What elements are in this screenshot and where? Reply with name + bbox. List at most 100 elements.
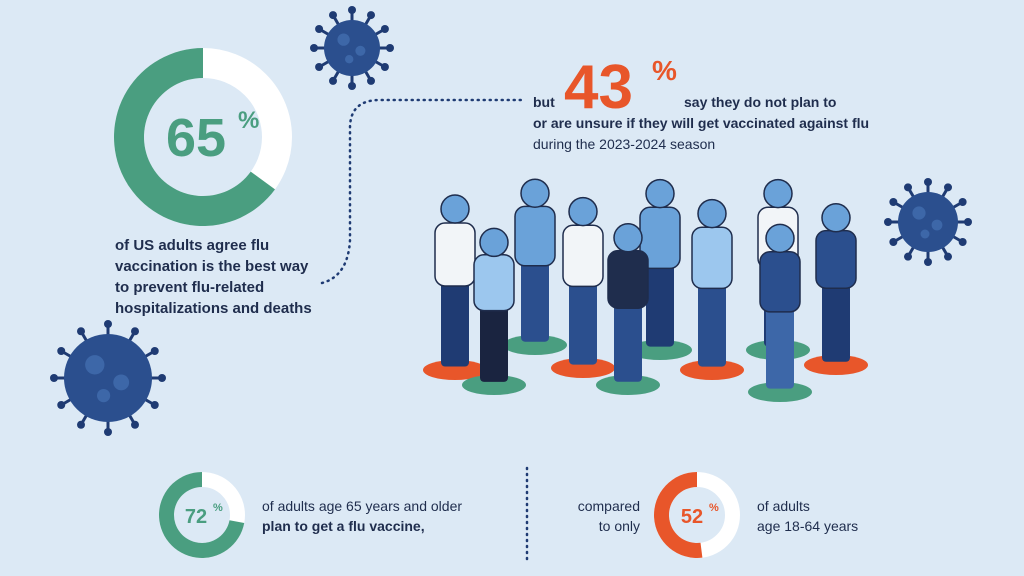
virus-knob: [329, 11, 337, 20]
person-head: [645, 178, 675, 209]
person-head: [613, 223, 643, 253]
virus-knob: [348, 6, 356, 14]
virus-knob: [367, 76, 375, 85]
person-legs: [521, 254, 549, 342]
person-shadow: [748, 382, 812, 402]
virus-spot: [912, 206, 926, 220]
main-value: 65: [166, 108, 226, 168]
donut: [654, 472, 740, 558]
person-torso: [514, 205, 556, 267]
person-torso: [562, 224, 604, 288]
virus-knob: [958, 238, 967, 246]
person-shadow: [596, 375, 660, 395]
comparison-line: compared: [578, 498, 640, 514]
person-shadow: [462, 375, 526, 395]
person-torso: [473, 254, 515, 312]
virus-knob: [329, 76, 337, 85]
virus-spot: [97, 389, 111, 403]
person-head: [765, 223, 795, 254]
highlight-line: during the 2023-2024 season: [533, 136, 715, 152]
virus-knob: [310, 44, 318, 52]
donut-arc: [113, 48, 276, 227]
virus-icons: [50, 6, 972, 436]
caption-line: to prevent flu-related: [115, 279, 264, 296]
person-head: [479, 227, 509, 258]
virus-knob: [131, 327, 139, 336]
highlight-line: or are unsure if they will get vaccinate…: [533, 115, 869, 131]
older-value: 72: [185, 506, 207, 528]
younger-line: of adults: [757, 498, 810, 514]
virus-spot: [113, 374, 130, 391]
person-torso: [691, 226, 733, 290]
person-torso: [434, 222, 476, 287]
person-legs: [441, 273, 469, 367]
virus-knob: [944, 183, 952, 192]
person-head: [697, 198, 727, 229]
younger-line: age 18-64 years: [757, 518, 858, 534]
person-torso: [815, 229, 857, 289]
virus-knob: [944, 252, 952, 261]
person-head: [821, 203, 851, 233]
virus-body: [324, 20, 380, 76]
person-legs: [646, 256, 674, 347]
virus-knob: [884, 218, 892, 226]
virus-knob: [150, 401, 159, 409]
main-unit: %: [238, 107, 259, 134]
caption-line: hospitalizations and deaths: [115, 300, 312, 317]
person-shadow: [551, 358, 615, 378]
virus-knob: [158, 374, 166, 382]
virus-knob: [924, 258, 932, 266]
older-line: of adults age 65 years and older: [262, 498, 462, 514]
person-shadow: [423, 360, 487, 380]
person-torso: [607, 249, 649, 309]
virus-body: [898, 192, 958, 252]
younger-unit: %: [709, 502, 719, 514]
person-legs: [614, 297, 642, 382]
person-shadow: [680, 360, 744, 380]
person-torso: [759, 250, 801, 313]
virus-knob: [315, 63, 324, 71]
virus-knob: [50, 374, 58, 382]
donut-arc: [159, 472, 245, 558]
virus-knob: [104, 428, 112, 436]
connector: [320, 98, 527, 285]
virus-knob: [57, 347, 66, 355]
virus-knob: [150, 347, 159, 355]
virus-knob: [924, 178, 932, 186]
highlight-prefix: but: [533, 94, 555, 110]
virus-spot: [85, 355, 105, 375]
virus-knob: [77, 327, 85, 336]
person-head: [568, 196, 598, 227]
virus-knob: [904, 183, 912, 192]
caption-line: vaccination is the best way: [115, 258, 309, 275]
person-head: [520, 178, 550, 208]
person-head: [763, 178, 793, 209]
virus-spot: [337, 33, 350, 46]
virus-spot: [345, 55, 354, 64]
virus-knob: [367, 11, 375, 20]
highlight-line: say they do not plan to: [684, 94, 836, 110]
virus-knob: [889, 238, 898, 246]
donut: [159, 472, 245, 558]
virus-knob: [57, 401, 66, 409]
highlight-unit: %: [652, 55, 677, 86]
person-legs: [698, 276, 726, 367]
caption-line: of US adults agree flu: [115, 237, 269, 254]
people-illustration: [423, 178, 868, 402]
person-shadow: [804, 355, 868, 375]
highlight-value: 43: [564, 53, 633, 122]
virus-knob: [380, 63, 389, 71]
person-legs: [569, 274, 597, 365]
person-head: [440, 194, 470, 224]
virus-knob: [964, 218, 972, 226]
person-legs: [822, 277, 850, 362]
virus-knob: [77, 420, 85, 429]
donut-arc: [654, 472, 703, 558]
person-legs: [480, 299, 508, 382]
virus-knob: [386, 44, 394, 52]
younger-value: 52: [681, 506, 703, 528]
person-shadow: [503, 335, 567, 355]
virus-knob: [958, 198, 967, 206]
virus-knob: [904, 252, 912, 261]
